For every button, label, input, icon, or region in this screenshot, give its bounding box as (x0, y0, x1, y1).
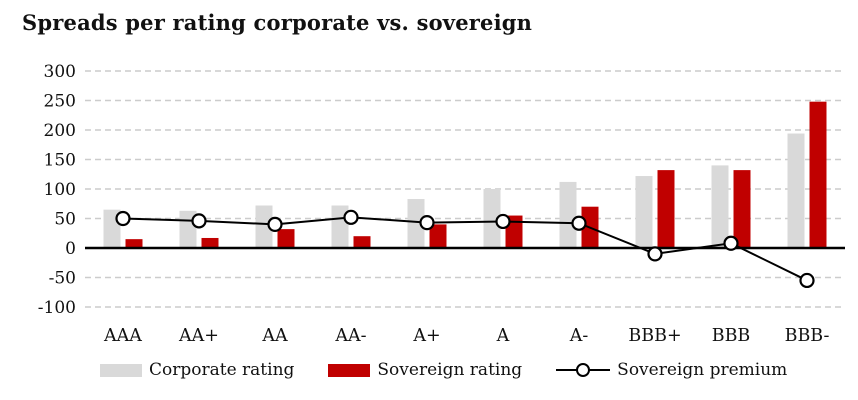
y-tick-label--50: -50 (49, 269, 76, 289)
bar-corporate-BBB- (787, 133, 805, 248)
bar-corporate-A+ (407, 199, 425, 248)
legend-item-sovereign: Sovereign rating (328, 360, 522, 380)
corporate-swatch-icon (100, 363, 142, 377)
x-axis-labels: AAA AA+ AA AA- A+ A A- BBB+ BBB BBB- (103, 326, 829, 346)
sovereign-swatch-icon (328, 363, 371, 377)
y-tick-label-250: 250 (44, 92, 76, 112)
x-label-AA: AA (261, 326, 288, 346)
x-label-A: A (496, 326, 510, 346)
y-tick-label-200: 200 (44, 121, 76, 141)
bar-sovereign-AA- (353, 236, 371, 248)
x-label-BBB+: BBB+ (628, 326, 681, 346)
x-label-BBB: BBB (712, 326, 751, 346)
premium-marker-AA- (343, 209, 359, 225)
legend: Corporate rating Sovereign rating Sovere… (100, 360, 787, 380)
premium-marker-AA+ (191, 213, 207, 229)
y-axis-labels: 300 250 200 150 100 50 0 -50 -100 (38, 62, 76, 318)
x-label-A+: A+ (412, 326, 440, 346)
bar-sovereign-BBB+ (657, 170, 675, 248)
y-tick-label--100: -100 (38, 298, 76, 318)
x-label-A-: A- (569, 326, 589, 346)
premium-marker-A (495, 213, 511, 230)
legend-label-corporate: Corporate rating (149, 360, 295, 380)
premium-polyline (122, 216, 808, 282)
premium-marker-A- (571, 215, 587, 231)
x-label-BBB-: BBB- (785, 326, 830, 346)
legend-item-premium: Sovereign premium (556, 360, 787, 380)
premium-marker-AAA (115, 210, 131, 227)
bar-corporate-BBB (711, 165, 729, 248)
premium-marker-BBB- (799, 272, 815, 289)
bar-sovereign-AA+ (201, 237, 219, 248)
bar-corporate-A- (559, 181, 577, 248)
bar-corporate-BBB+ (635, 176, 653, 248)
legend-label-sovereign: Sovereign rating (377, 360, 523, 380)
bars-sovereign (125, 101, 827, 249)
premium-marker-BBB (723, 235, 739, 251)
y-tick-label-150: 150 (44, 151, 76, 171)
y-tick-label-100: 100 (44, 180, 76, 200)
premium-marker-BBB+ (647, 246, 663, 262)
chart-title: Spreads per rating corporate vs. soverei… (22, 10, 533, 35)
bars-corporate (103, 133, 805, 248)
y-tick-label-0: 0 (65, 239, 76, 259)
premium-line-marker-icon (556, 363, 611, 377)
gridlines (85, 70, 845, 308)
bar-sovereign-AAA (125, 239, 143, 248)
x-label-AA+: AA+ (178, 326, 219, 346)
premium-line (122, 216, 808, 282)
premium-marker-AA (267, 216, 283, 232)
legend-item-corporate: Corporate rating (100, 360, 294, 380)
legend-label-premium: Sovereign premium (617, 360, 788, 380)
bar-sovereign-AA (277, 229, 295, 248)
premium-marker-A+ (419, 215, 435, 231)
bar-sovereign-A+ (429, 224, 447, 248)
bar-sovereign-BBB (733, 170, 751, 248)
premium-markers (115, 209, 815, 289)
bar-sovereign-BBB- (809, 101, 827, 249)
bar-corporate-A (483, 189, 501, 248)
y-tick-label-50: 50 (54, 210, 76, 230)
x-label-AAA: AAA (103, 326, 142, 346)
bar-corporate-AA (255, 205, 273, 248)
y-tick-label-300: 300 (44, 62, 76, 82)
x-label-AA-: AA- (334, 326, 366, 346)
